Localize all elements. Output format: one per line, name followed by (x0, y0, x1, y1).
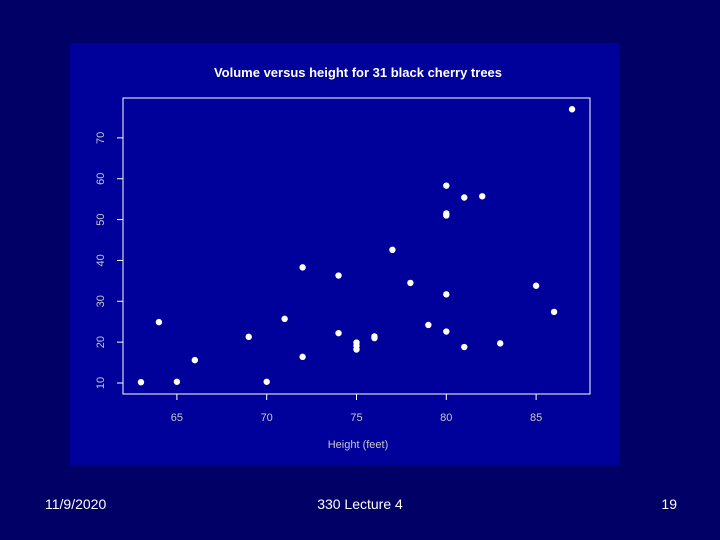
x-tick-label: 65 (171, 412, 183, 424)
data-point (335, 329, 342, 337)
data-point (335, 272, 342, 279)
data-point (263, 378, 270, 385)
x-axis-label: Height (feet) (328, 439, 389, 451)
y-axis: 10 20 30 40 50 60 70 (95, 132, 124, 389)
y-tick-label: 70 (95, 132, 107, 144)
y-tick-label: 30 (95, 295, 107, 307)
data-point (443, 182, 450, 189)
data-point (137, 378, 145, 386)
data-point (425, 321, 432, 329)
data-point (532, 282, 540, 289)
y-tick-label: 50 (95, 213, 107, 225)
page-number: 19 (661, 496, 677, 512)
x-axis: 65 70 75 80 85 (171, 393, 542, 424)
data-point (461, 194, 468, 201)
y-tick-label: 10 (95, 377, 107, 389)
x-tick-label: 85 (530, 412, 542, 424)
data-point (461, 343, 468, 351)
data-point (443, 328, 450, 335)
data-point (299, 264, 306, 271)
data-point (550, 308, 558, 316)
x-tick-label: 80 (440, 412, 452, 424)
x-tick-label: 70 (261, 412, 273, 424)
chart-title: Volume versus height for 31 black cherry… (214, 65, 502, 80)
data-point (299, 353, 306, 361)
footer-date: 11/9/2020 (45, 496, 107, 512)
data-point (479, 193, 486, 200)
data-point (443, 212, 450, 219)
data-point (371, 333, 378, 340)
plot-panel (70, 43, 620, 465)
data-point (407, 279, 414, 287)
data-point (496, 340, 504, 347)
data-point (389, 246, 396, 254)
data-point (568, 106, 576, 113)
y-tick-label: 60 (95, 173, 107, 185)
data-point (245, 333, 252, 341)
y-tick-label: 40 (95, 254, 107, 266)
data-point (443, 291, 450, 298)
data-points (137, 106, 576, 386)
data-point (173, 378, 181, 385)
y-tick-label: 20 (95, 336, 107, 348)
x-tick-label: 75 (350, 412, 362, 424)
footer-title: 330 Lecture 4 (317, 496, 403, 512)
data-point (353, 342, 360, 350)
data-point (155, 318, 163, 326)
data-point (191, 356, 199, 364)
data-point (281, 315, 288, 323)
